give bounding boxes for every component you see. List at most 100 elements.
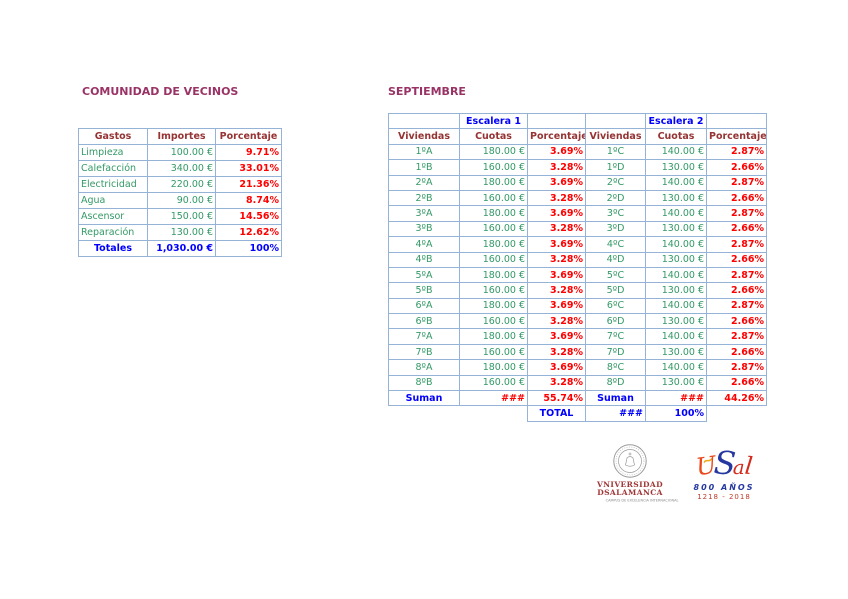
escalera-header-row: Escalera 1 Escalera 2	[388, 112, 767, 130]
vivienda-cell-1: 3ºB	[388, 220, 460, 238]
percent-cell-2: 2.66%	[706, 220, 767, 238]
cuota-cell-2: 140.00 €	[645, 236, 707, 253]
expense-name-cell: Limpieza	[78, 144, 148, 161]
percent-cell-2: 2.66%	[706, 374, 767, 392]
cuota-cell-2: 140.00 €	[645, 266, 707, 284]
cuota-cell-1: 160.00 €	[459, 189, 528, 207]
percent-cell-1: 3.28%	[527, 251, 586, 268]
usal-anniversary-dates: 1218 - 2018	[697, 493, 751, 501]
usal-800-anos-label: 800 AÑOS	[693, 483, 755, 492]
apartment-row: 4ºB 160.00 €3.28% 4ºD 130.00 €2.66%	[388, 251, 767, 268]
vivienda-cell-2: 1ºD	[585, 159, 646, 176]
totals-amount-cell: 1,030.00 €	[147, 240, 216, 257]
percent-cell-2: 2.66%	[706, 189, 767, 207]
usal-800-years-logo: ~ USal 800 AÑOS 1218 - 2018	[688, 443, 760, 502]
vivienda-cell-2: 3ºD	[585, 220, 646, 238]
empty-cell	[527, 112, 586, 130]
percent-cell-1: 3.69%	[527, 266, 586, 284]
empty-cell	[707, 406, 767, 421]
vivienda-cell-2: 6ºD	[585, 313, 646, 330]
expense-amount-cell: 220.00 €	[147, 176, 216, 193]
vivienda-cell-1: 5ºB	[388, 282, 460, 299]
empty-cell	[706, 112, 767, 130]
cuota-cell-2: 130.00 €	[645, 313, 707, 330]
expense-row: Agua 90.00 €8.74%	[78, 192, 282, 209]
vivienda-cell-1: 4ºA	[388, 236, 460, 253]
expense-name-cell: Reparación	[78, 224, 148, 241]
percent-cell-2: 2.66%	[706, 313, 767, 330]
cuota-cell-1: 180.00 €	[459, 236, 528, 253]
cuota-cell-1: 180.00 €	[459, 328, 528, 345]
vivienda-cell-2: 8ºC	[585, 359, 646, 376]
percent-cell-1: 3.28%	[527, 374, 586, 392]
apartment-row: 7ºB 160.00 €3.28% 7ºD 130.00 €2.66%	[388, 343, 767, 361]
vivienda-cell-1: 1ºA	[388, 143, 460, 161]
percent-cell-1: 3.28%	[527, 189, 586, 207]
expense-amount-cell: 100.00 €	[147, 144, 216, 161]
suman-label-1: Suman	[388, 390, 460, 407]
expense-row: Electricidad 220.00 €21.36%	[78, 176, 282, 193]
percent-cell-2: 2.87%	[706, 143, 767, 161]
cuota-cell-2: 130.00 €	[645, 220, 707, 238]
apartment-row: 3ºA 180.00 €3.69% 3ºC 140.00 €2.87%	[388, 205, 767, 222]
cuota-cell-2: 130.00 €	[645, 251, 707, 268]
vivienda-cell-1: 6ºB	[388, 313, 460, 330]
cuota-cell-2: 140.00 €	[645, 143, 707, 161]
university-tagline: CAMPUS DE EXCELENCIA INTERNACIONAL	[605, 498, 679, 503]
percent-cell-2: 2.87%	[706, 266, 767, 284]
apartment-row: 7ºA 180.00 €3.69% 7ºC 140.00 €2.87%	[388, 328, 767, 345]
vivienda-cell-1: 2ºB	[388, 189, 460, 207]
apartment-row: 6ºA 180.00 €3.69% 6ºC 140.00 €2.87%	[388, 297, 767, 315]
header-porcentaje-2: Porcentaje	[706, 128, 767, 145]
header-cuotas-1: Cuotas	[459, 128, 528, 145]
cuota-cell-1: 160.00 €	[459, 374, 528, 392]
university-salamanca-logo: VNIVERSIDAD DSALAMANCA CAMPUS DE EXCELEN…	[588, 443, 679, 505]
vivienda-cell-2: 2ºC	[585, 174, 646, 191]
apartment-row: 1ºA 180.00 €3.69% 1ºC 140.00 €2.87%	[388, 143, 767, 161]
suman-cuotas-2: ###	[645, 390, 707, 407]
vivienda-cell-2: 7ºD	[585, 343, 646, 361]
escalera2-header: Escalera 2	[645, 112, 707, 130]
percent-cell-1: 3.69%	[527, 174, 586, 191]
apartment-row: 1ºB 160.00 €3.28% 1ºD 130.00 €2.66%	[388, 159, 767, 176]
percent-cell-1: 3.28%	[527, 313, 586, 330]
cuota-cell-1: 180.00 €	[459, 174, 528, 191]
apartment-row: 5ºB 160.00 €3.28% 5ºD 130.00 €2.66%	[388, 282, 767, 299]
apartment-row: 8ºA 180.00 €3.69% 8ºC 140.00 €2.87%	[388, 359, 767, 376]
vivienda-cell-2: 4ºC	[585, 236, 646, 253]
cuota-cell-2: 140.00 €	[645, 359, 707, 376]
cuota-cell-1: 160.00 €	[459, 220, 528, 238]
expense-row: Reparación 130.00 €12.62%	[78, 224, 282, 241]
wordmark-letter: S	[712, 443, 738, 483]
vivienda-cell-1: 2ºA	[388, 174, 460, 191]
cuota-cell-1: 160.00 €	[459, 343, 528, 361]
expense-percent-cell: 14.56%	[215, 208, 282, 225]
vivienda-cell-2: 1ºC	[585, 143, 646, 161]
cuota-cell-2: 140.00 €	[645, 174, 707, 191]
suman-percent-2: 44.26%	[706, 390, 767, 407]
usal-wordmark-icon: ~ USal	[688, 443, 760, 483]
percent-cell-1: 3.28%	[527, 282, 586, 299]
university-name-line1: VNIVERSIDAD	[596, 480, 664, 489]
expense-row: Ascensor 150.00 €14.56%	[78, 208, 282, 225]
cuota-cell-2: 130.00 €	[645, 343, 707, 361]
right-section-title: SEPTIEMBRE	[388, 85, 466, 98]
percent-cell-1: 3.69%	[527, 328, 586, 345]
vivienda-cell-1: 4ºB	[388, 251, 460, 268]
expense-name-cell: Electricidad	[78, 176, 148, 193]
expense-amount-cell: 130.00 €	[147, 224, 216, 241]
vivienda-cell-1: 3ºA	[388, 205, 460, 222]
cuota-cell-1: 160.00 €	[459, 282, 528, 299]
percent-cell-1: 3.69%	[527, 143, 586, 161]
vivienda-cell-2: 2ºD	[585, 189, 646, 207]
percent-cell-2: 2.87%	[706, 174, 767, 191]
apartment-row: 8ºB 160.00 €3.28% 8ºD 130.00 €2.66%	[388, 374, 767, 392]
header-viviendas-2: Viviendas	[585, 128, 646, 145]
empty-cell	[388, 112, 460, 130]
wordmark-letter: a	[732, 455, 745, 479]
percent-cell-2: 2.66%	[706, 343, 767, 361]
suman-label-2: Suman	[585, 390, 646, 407]
september-table-body: 1ºA 180.00 €3.69% 1ºC 140.00 €2.87% 1ºB 160.0…	[388, 143, 767, 392]
expense-amount-cell: 90.00 €	[147, 192, 216, 209]
totals-label-cell: Totales	[78, 240, 148, 257]
